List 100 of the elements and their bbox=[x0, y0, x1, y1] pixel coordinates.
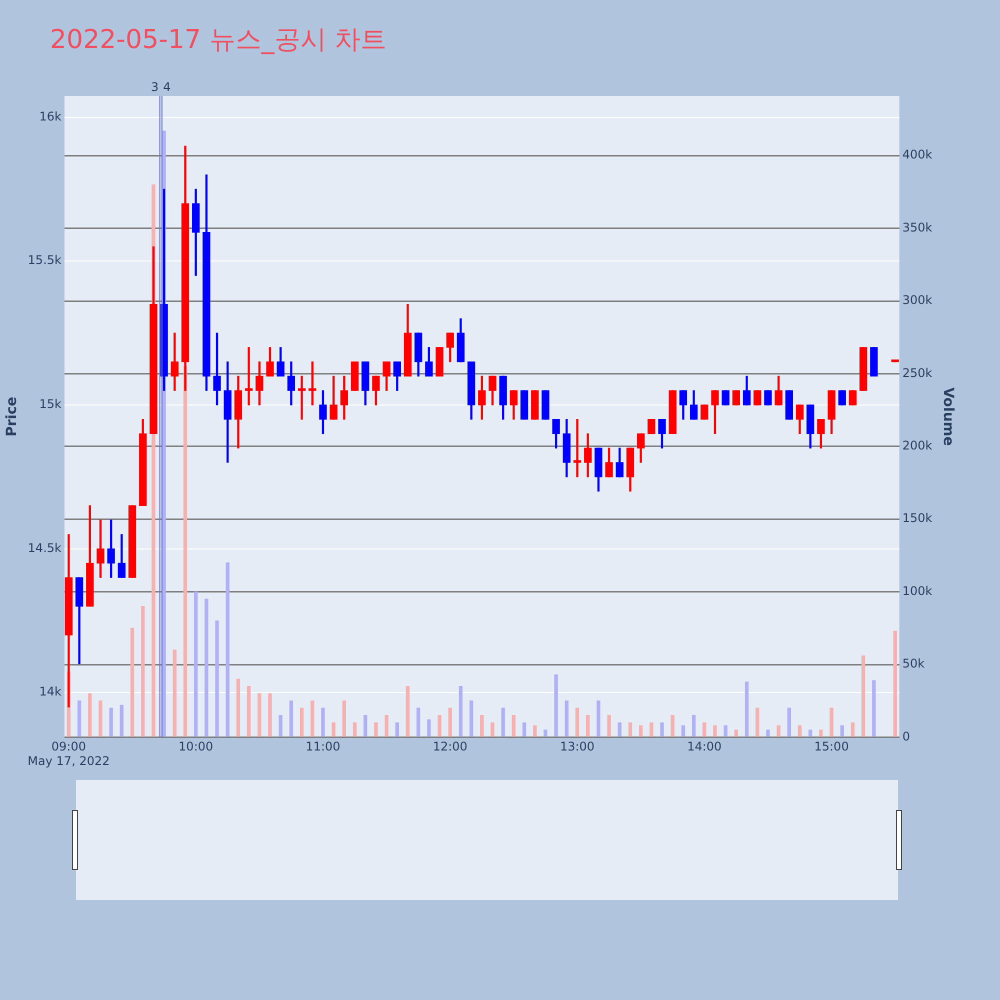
x-tick-label: 10:00 bbox=[178, 740, 214, 754]
y2-tick-label: 400k bbox=[902, 148, 932, 162]
y2-tick-label: 200k bbox=[902, 438, 932, 453]
bar bbox=[670, 715, 674, 737]
y2-axis-title: Volume bbox=[940, 387, 956, 446]
candlestick bbox=[298, 376, 306, 420]
y2-tick-label: 100k bbox=[902, 584, 932, 598]
x-tick-label: 12:00 bbox=[432, 740, 468, 754]
bar bbox=[512, 715, 516, 737]
bar bbox=[639, 725, 643, 737]
bar bbox=[872, 680, 876, 737]
bar bbox=[692, 715, 696, 737]
bar bbox=[364, 715, 368, 737]
bar bbox=[289, 700, 294, 737]
bar bbox=[77, 700, 82, 737]
x-tick-label: 13:00 bbox=[560, 740, 595, 754]
y-tick-label: 15.5k bbox=[28, 253, 62, 268]
bar bbox=[713, 725, 717, 737]
bar bbox=[798, 725, 802, 737]
bar bbox=[458, 686, 463, 737]
bar bbox=[830, 708, 834, 737]
bar bbox=[98, 700, 102, 737]
bar bbox=[352, 722, 357, 737]
bar bbox=[310, 700, 314, 737]
bar bbox=[861, 655, 866, 737]
bar bbox=[141, 606, 145, 737]
bar bbox=[120, 704, 124, 737]
bar bbox=[850, 722, 855, 737]
bar bbox=[724, 725, 728, 737]
bar bbox=[469, 700, 474, 737]
bar bbox=[490, 722, 494, 737]
bar bbox=[681, 725, 686, 737]
y-tick-label: 14.5k bbox=[28, 540, 62, 555]
bar bbox=[448, 708, 452, 737]
bar bbox=[300, 708, 304, 737]
y2-tick-label: 300k bbox=[902, 293, 932, 308]
y-tick-label: 16k bbox=[39, 109, 62, 124]
bar bbox=[840, 725, 844, 737]
x-tick-label: 09:00 May 17, 2022 bbox=[28, 740, 110, 768]
bar bbox=[586, 715, 590, 737]
bar bbox=[406, 686, 410, 737]
y2-tick-label: 50k bbox=[902, 656, 925, 671]
bar bbox=[204, 598, 208, 737]
bar bbox=[819, 730, 823, 737]
ref-line-label: 3 bbox=[151, 80, 159, 94]
bar bbox=[564, 700, 568, 737]
bar bbox=[702, 722, 706, 737]
bar bbox=[427, 719, 431, 737]
bar bbox=[544, 730, 548, 737]
y-tick-label: 14k bbox=[39, 684, 62, 699]
bar bbox=[734, 730, 738, 737]
bar bbox=[88, 693, 92, 737]
x-tick-label: 15:00 bbox=[814, 740, 849, 754]
bar bbox=[618, 722, 622, 737]
bar bbox=[575, 708, 580, 737]
bar bbox=[744, 682, 749, 737]
bar bbox=[660, 722, 664, 737]
bar bbox=[766, 730, 770, 737]
bar bbox=[172, 650, 176, 737]
bar bbox=[278, 715, 282, 737]
bar bbox=[416, 708, 420, 737]
bar bbox=[438, 715, 442, 737]
bar bbox=[236, 678, 240, 737]
bar bbox=[533, 725, 537, 737]
y2-tick-label: 150k bbox=[902, 511, 932, 526]
y2-tick-label: 250k bbox=[902, 366, 932, 380]
ref-line-label: 4 bbox=[163, 80, 171, 94]
chart-title: 2022-05-17 뉴스_공시 차트 bbox=[50, 24, 387, 57]
bar bbox=[480, 715, 484, 737]
bar bbox=[776, 725, 780, 737]
bar bbox=[522, 722, 526, 737]
bar bbox=[215, 620, 219, 737]
candlestick bbox=[573, 419, 582, 478]
bar bbox=[756, 708, 760, 737]
y2-tick-label: 350k bbox=[902, 220, 932, 234]
bar bbox=[246, 686, 251, 737]
bar bbox=[109, 708, 113, 737]
y2-tick-label: 0 bbox=[902, 729, 910, 744]
bar bbox=[342, 700, 346, 737]
bar bbox=[607, 715, 611, 737]
bar bbox=[628, 722, 632, 737]
y-tick-label: 15k bbox=[39, 397, 62, 412]
bar bbox=[384, 715, 388, 737]
bar bbox=[332, 722, 336, 737]
bar bbox=[596, 700, 600, 737]
x-tick-label: 14:00 bbox=[687, 740, 722, 754]
bar bbox=[808, 730, 812, 737]
bar bbox=[501, 708, 505, 737]
bar bbox=[893, 630, 897, 737]
x-tick-label: 11:00 bbox=[306, 740, 340, 754]
bar bbox=[194, 591, 198, 737]
bar bbox=[258, 693, 262, 737]
bar bbox=[374, 722, 378, 737]
bar bbox=[321, 708, 325, 737]
bar bbox=[130, 628, 134, 737]
candlestick bbox=[244, 347, 253, 406]
bar bbox=[395, 722, 399, 737]
y-axis-title: Price bbox=[4, 396, 20, 436]
bar bbox=[226, 562, 230, 737]
bar bbox=[650, 722, 654, 737]
